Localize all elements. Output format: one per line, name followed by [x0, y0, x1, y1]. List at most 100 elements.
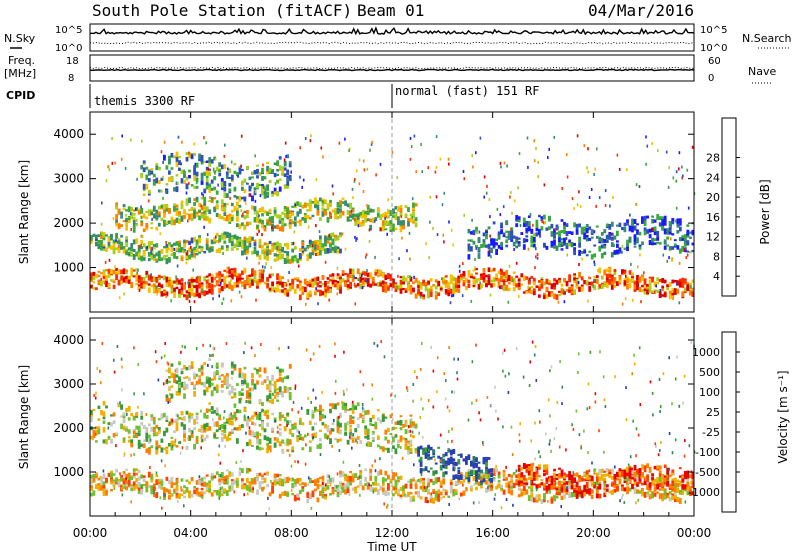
power-cell: [636, 275, 639, 281]
power-cell: [618, 277, 622, 283]
power-cell: [241, 244, 244, 249]
velocity-cell: [241, 468, 244, 474]
velocity-cell: [163, 488, 166, 493]
power-cell: [505, 286, 509, 291]
power-cell: [681, 235, 685, 239]
power-cell: [505, 276, 509, 279]
velocity-cell: [122, 418, 126, 424]
power-cell: [135, 282, 139, 285]
power-cell: [180, 205, 184, 210]
power-sparse-cell: [667, 185, 670, 189]
velocity-cell: [135, 478, 139, 483]
power-sparse-cell: [398, 257, 400, 261]
power-cell: [316, 242, 320, 246]
power-cell: [580, 276, 584, 281]
power-cell: [319, 249, 322, 256]
velocity-cell: [374, 476, 378, 482]
power-cell: [326, 203, 330, 209]
power-cell: [653, 242, 657, 245]
power-sparse-cell: [158, 214, 161, 217]
power-cell: [163, 246, 166, 249]
power-sparse-cell: [203, 225, 205, 229]
velocity-cell: [193, 419, 196, 425]
power-cell: [203, 160, 207, 163]
power-sparse-cell: [151, 250, 154, 254]
velocity-cell: [359, 472, 363, 475]
velocity-cell: [631, 473, 634, 476]
power-cell: [266, 243, 269, 247]
power-cell: [497, 270, 501, 275]
velocity-cell: [170, 436, 174, 439]
power-cell: [198, 237, 201, 244]
velocity-cell: [236, 480, 239, 487]
power-cell: [271, 273, 274, 277]
power-sparse-cell: [105, 179, 108, 183]
velocity-cell: [661, 493, 665, 499]
power-sparse-cell: [439, 157, 442, 161]
velocity-cell: [220, 474, 224, 479]
power-cell: [135, 207, 139, 212]
power-cell: [505, 244, 509, 248]
velocity-cell: [278, 442, 282, 447]
power-cell: [683, 238, 687, 244]
power-cell: [691, 249, 695, 253]
power-cell: [163, 154, 166, 159]
velocity-cell: [112, 479, 116, 482]
power-cell: [600, 237, 604, 244]
power-sparse-cell: [629, 213, 631, 217]
power-cell: [180, 284, 184, 289]
velocity-cell: [261, 487, 264, 491]
power-cell: [165, 245, 169, 249]
power-cell: [626, 276, 629, 279]
velocity-cell: [366, 485, 370, 490]
power-cell: [195, 287, 199, 293]
power-cell: [434, 294, 438, 300]
power-sparse-cell: [123, 292, 125, 296]
velocity-cell: [258, 481, 262, 487]
power-cell: [409, 218, 413, 223]
velocity-cell: [253, 479, 257, 485]
power-sparse-cell: [489, 293, 492, 297]
velocity-cell: [487, 474, 491, 481]
velocity-cell: [351, 419, 355, 425]
velocity-cell: [183, 490, 186, 493]
power-sparse-cell: [117, 240, 119, 244]
power-cell: [100, 280, 103, 287]
velocity-cell: [369, 488, 373, 492]
power-sparse-cell: [328, 298, 330, 302]
velocity-cell: [394, 421, 398, 425]
power-cell: [125, 217, 128, 223]
power-sparse-cell: [185, 191, 188, 195]
power-cell: [132, 239, 136, 245]
power-cell: [671, 279, 675, 284]
velocity-cell: [616, 477, 619, 481]
power-cell: [248, 243, 252, 247]
power-cell: [291, 205, 295, 208]
power-cell: [200, 196, 204, 200]
power-colorbar-label: Power [dB]: [758, 179, 772, 244]
velocity-cell: [140, 486, 144, 492]
power-cell: [178, 279, 181, 285]
power-cell: [276, 281, 279, 284]
velocity-cell: [497, 480, 501, 483]
velocity-cell: [178, 390, 181, 396]
power-cell: [570, 286, 574, 290]
power-cell: [563, 222, 566, 227]
power-cell: [605, 276, 609, 281]
power-cell: [175, 204, 179, 208]
power-cell: [389, 282, 393, 288]
velocity-cell: [545, 488, 549, 494]
power-cell: [512, 277, 516, 283]
power-cell: [668, 246, 672, 251]
velocity-cell: [444, 471, 448, 475]
power-sparse-cell: [624, 297, 627, 301]
velocity-cell: [213, 433, 217, 439]
velocity-cell: [268, 399, 272, 403]
power-cell: [241, 270, 244, 275]
power-cell: [344, 203, 347, 206]
power-cell: [532, 288, 536, 293]
power-cell: [132, 216, 136, 222]
power-cell: [558, 290, 561, 293]
power-cell: [268, 216, 272, 221]
velocity-cell: [95, 429, 98, 436]
